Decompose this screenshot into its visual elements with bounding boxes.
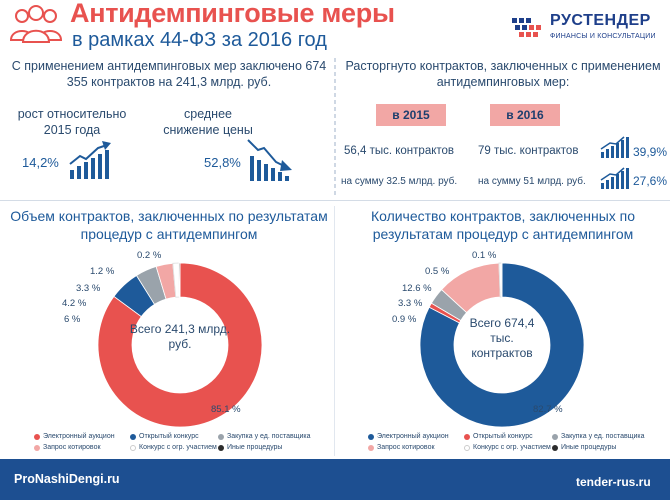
contracts-growth-percent: 39,9% bbox=[633, 145, 668, 159]
legend-item: Открытый конкурс bbox=[464, 433, 552, 440]
section-divider bbox=[0, 200, 670, 201]
legend-swatch bbox=[218, 444, 224, 451]
slice-label: 0.9 % bbox=[392, 314, 417, 325]
legend-label: Запрос котировок bbox=[377, 444, 435, 451]
legend-swatch bbox=[368, 433, 374, 440]
legend-swatch bbox=[130, 433, 136, 440]
legend-swatch bbox=[552, 444, 558, 451]
legend-item: Закупка у ед. поставщика bbox=[552, 433, 662, 440]
contracts-2015: 56,4 тыс. контрактов bbox=[344, 145, 455, 157]
contracts-summary: С применением антидемпинговых мер заключ… bbox=[11, 59, 327, 89]
legend-swatch bbox=[130, 444, 136, 451]
year-2015-badge: в 2015 bbox=[376, 104, 446, 126]
slice-label: 0.2 % bbox=[137, 250, 162, 261]
slice-label: 3.3 % bbox=[76, 283, 101, 294]
legend-item: Запрос котировок bbox=[368, 444, 464, 451]
year-2016-badge: в 2016 bbox=[490, 104, 560, 126]
decline-chart-icon bbox=[246, 136, 294, 187]
slice-label: 0.1 % bbox=[472, 250, 497, 261]
count-donut-chart bbox=[419, 262, 585, 428]
legend-item: Запрос котировок bbox=[34, 444, 130, 451]
legend-swatch bbox=[34, 444, 40, 451]
footer-bar bbox=[0, 459, 670, 500]
contracts-2016: 79 тыс. контрактов bbox=[478, 145, 579, 157]
slice-label: 4.2 % bbox=[62, 298, 87, 309]
people-icon bbox=[8, 2, 64, 51]
slice-label: 3.3 % bbox=[398, 298, 423, 309]
legend-item: Открытый конкурс bbox=[130, 433, 218, 440]
count-chart-title: Количество контрактов, заключенных по ре… bbox=[370, 208, 636, 242]
legend-label: Иные процедуры bbox=[227, 444, 283, 451]
footer-site-link[interactable]: tender-rus.ru bbox=[576, 475, 651, 489]
legend-swatch bbox=[464, 433, 470, 440]
legend-swatch bbox=[218, 433, 224, 440]
growth-bars-icon bbox=[600, 135, 630, 164]
slice-label: 82.7 % bbox=[533, 404, 563, 415]
terminated-summary: Расторгнуто контрактов, заключенных с пр… bbox=[345, 59, 661, 89]
legend-swatch bbox=[34, 433, 40, 440]
logo-mark-icon bbox=[512, 18, 541, 37]
growth-bars-icon bbox=[600, 166, 630, 195]
legend-label: Конкурс с огр. участием bbox=[473, 444, 551, 451]
legend-label: Открытый конкурс bbox=[473, 433, 533, 440]
price-decline-value: 52,8% bbox=[204, 155, 241, 170]
donut-slice bbox=[178, 262, 181, 298]
sum-2016: на сумму 51 млрд. руб. bbox=[478, 176, 586, 187]
legend-item: Закупка у ед. поставщика bbox=[218, 433, 328, 440]
legend-label: Конкурс с огр. участием bbox=[139, 444, 217, 451]
legend-swatch bbox=[552, 433, 558, 440]
legend-label: Закупка у ед. поставщика bbox=[227, 433, 311, 440]
growth-value: 14,2% bbox=[22, 155, 59, 170]
sum-growth-percent: 27,6% bbox=[633, 174, 668, 188]
legend-item: Конкурс с огр. участием bbox=[464, 444, 552, 451]
legend-item: Иные процедуры bbox=[552, 444, 662, 451]
donut-slice bbox=[501, 262, 503, 298]
donut-slice bbox=[419, 262, 585, 428]
donut-slice bbox=[97, 262, 263, 428]
slice-label: 1.2 % bbox=[90, 266, 115, 277]
price-decline-label: среднее снижение цены bbox=[163, 107, 253, 137]
rustender-logo: РУСТЕНДЕР ФИНАНСЫ И КОНСУЛЬТАЦИИ bbox=[510, 12, 662, 46]
volume-donut-chart bbox=[97, 262, 263, 428]
legend-label: Открытый конкурс bbox=[139, 433, 199, 440]
legend-label: Запрос котировок bbox=[43, 444, 101, 451]
legend-swatch bbox=[464, 444, 470, 451]
count-total-label: Всего 674,4 тыс. контрактов bbox=[469, 316, 535, 360]
top-divider bbox=[334, 58, 336, 198]
slice-label: 0.5 % bbox=[425, 266, 450, 277]
legend-label: Электронный аукцион bbox=[377, 433, 449, 440]
volume-total-label: Всего 241,3 млрд. руб. bbox=[129, 322, 231, 351]
page-title: Антидемпинговые меры bbox=[70, 0, 395, 28]
bottom-divider bbox=[334, 206, 335, 456]
count-legend: Электронный аукцион Запрос котировок Откры… bbox=[368, 433, 668, 451]
legend-item: Электронный аукцион bbox=[34, 433, 130, 440]
legend-item: Конкурс с огр. участием bbox=[130, 444, 218, 451]
footer-site-link[interactable]: ProNashiDengi.ru bbox=[14, 472, 120, 486]
slice-label: 85.1 % bbox=[211, 404, 241, 415]
legend-label: Электронный аукцион bbox=[43, 433, 115, 440]
volume-chart-title: Объем контрактов, заключенных по результ… bbox=[10, 208, 328, 242]
logo-name: РУСТЕНДЕР bbox=[550, 12, 651, 29]
slice-label: 6 % bbox=[64, 314, 81, 325]
legend-label: Иные процедуры bbox=[561, 444, 617, 451]
growth-chart-icon bbox=[68, 140, 112, 185]
legend-item: Электронный аукцион bbox=[368, 433, 464, 440]
page-subtitle: в рамках 44-ФЗ за 2016 год bbox=[72, 29, 327, 51]
growth-label: рост относительно 2015 года bbox=[17, 107, 127, 137]
sum-2015: на сумму 32.5 млрд. руб. bbox=[341, 176, 458, 187]
legend-swatch bbox=[368, 444, 374, 451]
slice-label: 12.6 % bbox=[402, 283, 432, 294]
volume-legend: Электронный аукцион Запрос котировок Откры… bbox=[34, 433, 334, 451]
legend-item: Иные процедуры bbox=[218, 444, 328, 451]
legend-label: Закупка у ед. поставщика bbox=[561, 433, 645, 440]
logo-tagline: ФИНАНСЫ И КОНСУЛЬТАЦИИ bbox=[550, 33, 656, 40]
